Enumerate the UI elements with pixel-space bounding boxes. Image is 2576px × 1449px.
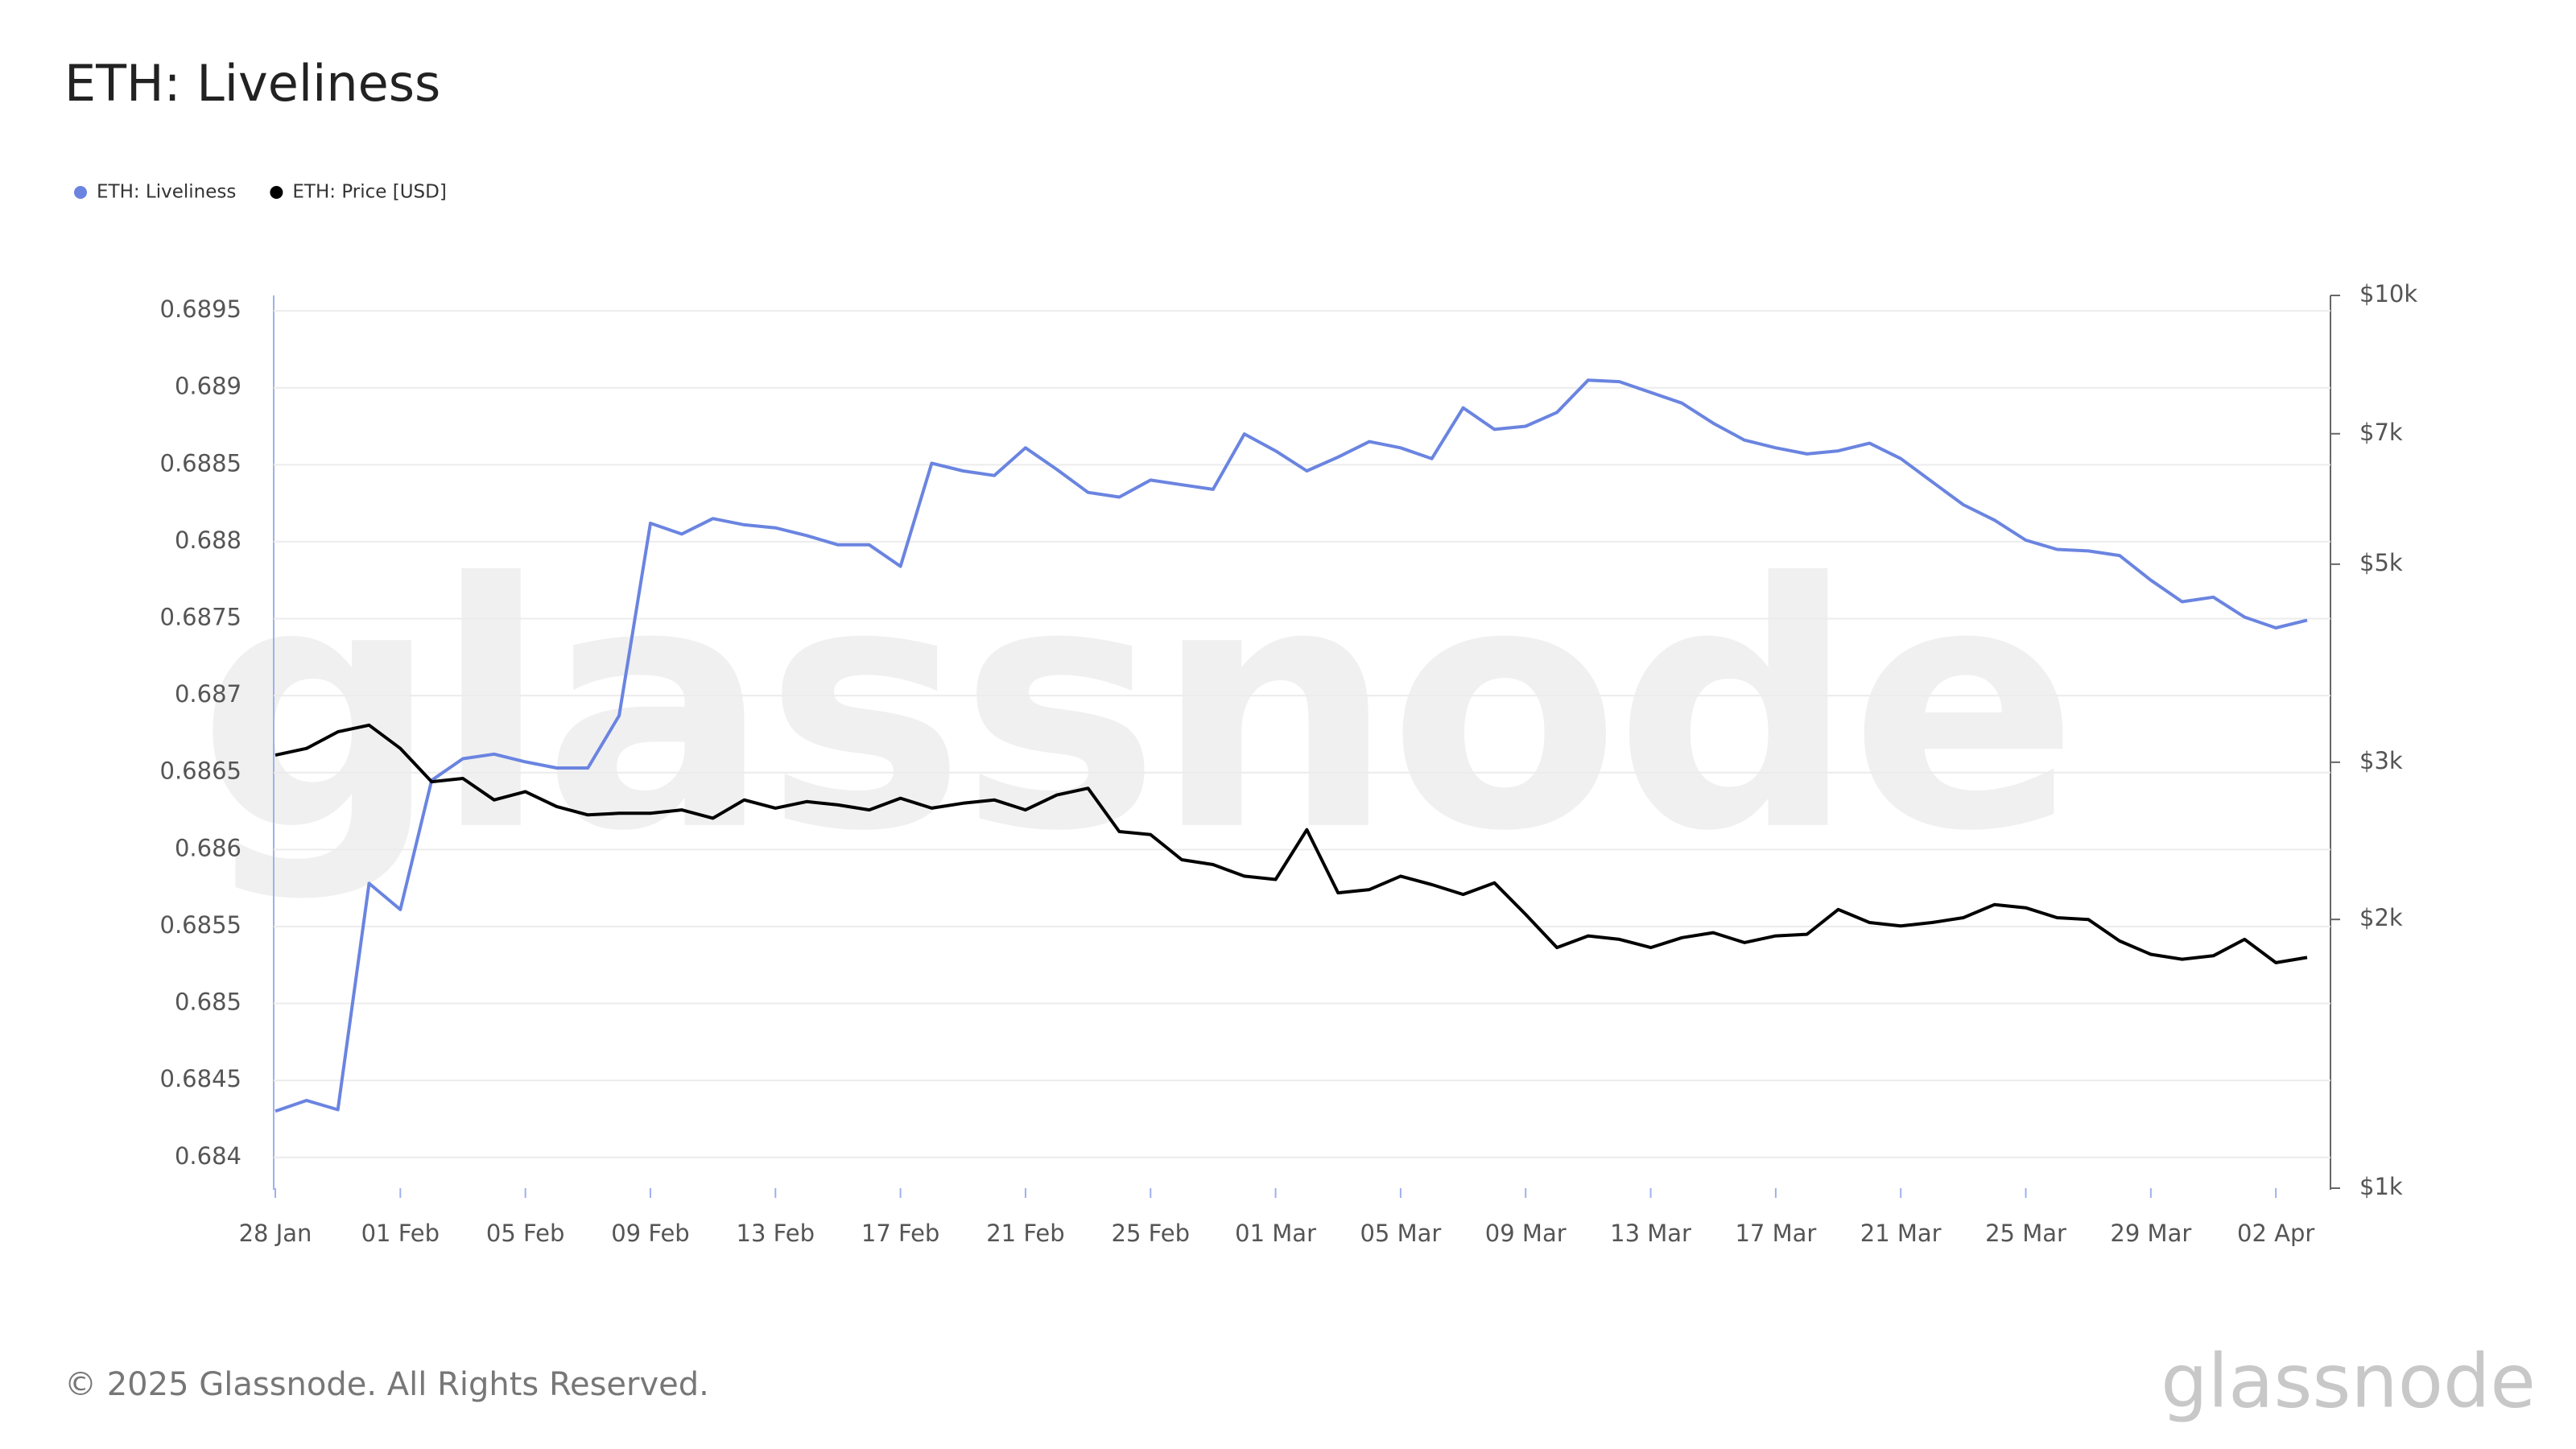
logo: glassnode [2161,1338,2536,1424]
x-tick-label: 29 Mar [2110,1220,2191,1247]
y-tick-label: 0.6845 [160,1065,242,1092]
legend-label: ETH: Liveliness [97,182,236,203]
x-tick-label: 09 Mar [1485,1220,1567,1247]
x-tick-label: 01 Mar [1235,1220,1316,1247]
series-line [275,378,2308,1113]
y2-tick-label: $2k [2359,904,2403,931]
x-tick-label: 01 Feb [361,1220,440,1247]
chart-title: ETH: Liveliness [64,54,440,113]
footer: © 2025 Glassnode. All Rights Reserved. [64,1366,709,1403]
x-tick-label: 17 Feb [861,1220,939,1247]
y2-tick-label: $3k [2359,747,2403,774]
y-tick-label: 0.684 [175,1142,242,1170]
legend-marker [74,186,87,199]
y2-tick-label: $10k [2359,280,2417,308]
x-tick-label: 21 Mar [1860,1220,1942,1247]
watermark: glassnode [197,512,2072,906]
x-tick-label: 02 Apr [2237,1220,2314,1247]
x-tick-label: 28 Jan [239,1220,312,1247]
y2-tick-label: $7k [2359,419,2403,446]
y-tick-label: 0.6895 [160,295,242,323]
x-tick-label: 25 Feb [1112,1220,1190,1247]
y-tick-label: 0.6885 [160,449,242,477]
y2-tick-label: $1k [2359,1173,2403,1200]
x-tick-label: 09 Feb [611,1220,689,1247]
y-tick-label: 0.686 [175,834,242,861]
y-tick-label: 0.6865 [160,758,242,785]
y-tick-label: 0.6855 [160,911,242,939]
x-tick-label: 05 Feb [486,1220,564,1247]
x-tick-label: 13 Feb [737,1220,815,1247]
y-tick-label: 0.687 [175,680,242,708]
y2-tick-label: $5k [2359,549,2403,576]
x-tick-label: 21 Feb [986,1220,1064,1247]
x-tick-label: 25 Mar [1985,1220,2066,1247]
y-tick-label: 0.688 [175,526,242,554]
y-tick-label: 0.6875 [160,604,242,631]
legend-marker [270,186,283,199]
series-line [275,723,2308,964]
x-tick-label: 05 Mar [1360,1220,1441,1247]
legend-label: ETH: Price [USD] [292,182,446,203]
y-tick-label: 0.685 [175,989,242,1016]
x-tick-label: 17 Mar [1735,1220,1816,1247]
y-tick-label: 0.689 [175,373,242,400]
x-tick-label: 13 Mar [1610,1220,1691,1247]
